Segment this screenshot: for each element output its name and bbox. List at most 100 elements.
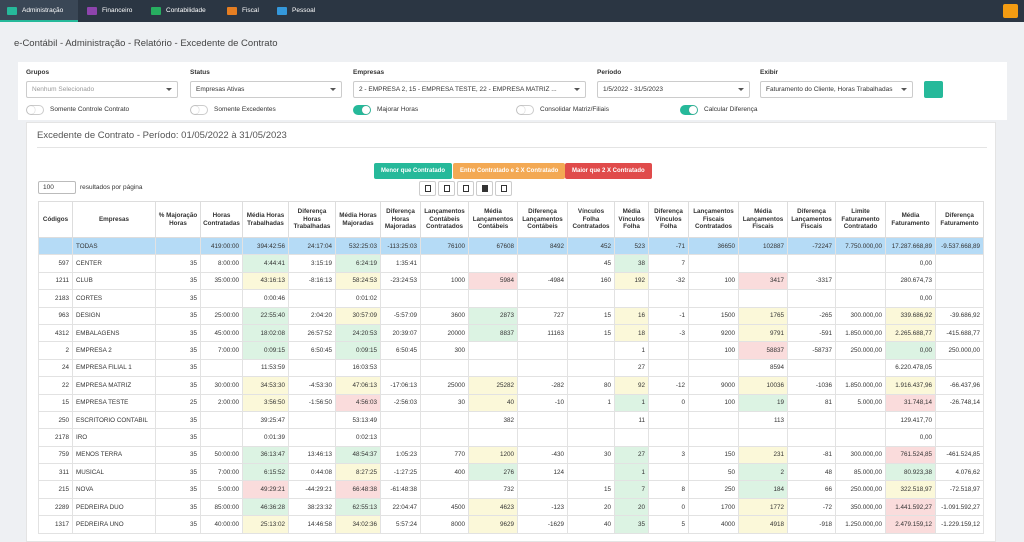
table-cell xyxy=(648,428,689,447)
column-header[interactable]: Média Faturamento xyxy=(885,201,936,238)
table-row[interactable]: 2289 PEDREIRA DUO 35 85:00:00 46:36:28 38:23:… xyxy=(38,497,984,517)
pdf-button[interactable] xyxy=(476,181,493,196)
table-row[interactable]: 250 ESCRITORIO CONTABIL 35 39:25:47 53:13:49… xyxy=(38,410,984,430)
toggle-switch[interactable] xyxy=(516,105,534,115)
table-cell: 30 xyxy=(567,445,615,465)
table-cell: -9.537.668,89 xyxy=(935,236,984,256)
table-cell: EMPRESA MATRIZ xyxy=(72,376,156,395)
table-cell: 13:46:13 xyxy=(288,445,336,465)
table-row[interactable]: 2178 IRO 35 0:01:39 0:02:13 0,00 xyxy=(38,428,984,447)
table-row[interactable]: 1317 PEDREIRA UNO 35 40:00:00 25:13:02 14:46:… xyxy=(38,515,984,534)
column-header[interactable]: Média Lançamentos Fiscais xyxy=(738,201,788,238)
table-row[interactable]: 15 EMPRESA TESTE 25 2:00:00 3:56:50 -1:56:50 4… xyxy=(38,393,984,412)
table-cell xyxy=(517,254,568,273)
top-nav: Administração Financeiro Contabilidade Fisc… xyxy=(0,0,1024,22)
column-header[interactable]: Lançamentos Contábeis Contratados xyxy=(420,201,469,238)
toggle-switch[interactable] xyxy=(353,105,371,115)
table-cell: 25282 xyxy=(468,376,518,395)
table-cell: 150 xyxy=(688,445,739,465)
page-size-select[interactable]: 100 xyxy=(38,181,76,194)
print-button[interactable] xyxy=(495,181,512,196)
nav-tab[interactable]: Contabilidade xyxy=(144,0,218,22)
notification-button[interactable] xyxy=(1003,4,1018,18)
nav-tab[interactable]: Fiscal xyxy=(220,0,268,22)
nav-tab[interactable]: Administração xyxy=(0,0,78,22)
table-cell xyxy=(648,410,689,430)
table-cell xyxy=(200,358,243,378)
toggle[interactable]: Somente Controle Contrato xyxy=(26,105,129,115)
table-cell: 58837 xyxy=(738,341,788,360)
filter-select[interactable]: Empresas Ativas xyxy=(190,81,342,98)
table-cell: -430 xyxy=(517,445,568,465)
table-cell xyxy=(738,289,788,308)
column-header[interactable]: Média Horas Majoradas xyxy=(335,201,381,238)
table-cell: 80.923,38 xyxy=(885,463,936,482)
column-header[interactable]: Limite Faturamento Contratado xyxy=(835,201,886,238)
table-cell xyxy=(935,428,984,447)
copy-button[interactable] xyxy=(438,181,455,196)
table-cell: 40 xyxy=(468,393,518,412)
table-row[interactable]: 1211 CLUB 35 35:00:00 43:16:13 -8:16:13 58:24:… xyxy=(38,271,984,291)
table-cell: 16:03:53 xyxy=(335,358,381,378)
search-button[interactable] xyxy=(924,81,943,98)
column-header[interactable]: Códigos xyxy=(38,201,73,238)
table-cell: 8837 xyxy=(468,323,518,343)
column-header[interactable]: Média Vínculos Folha xyxy=(614,201,649,238)
table-row[interactable]: 597 CENTER 35 8:00:00 4:44:41 3:15:19 6:24:19 1… xyxy=(38,254,984,273)
table-row[interactable]: 22 EMPRESA MATRIZ 35 30:00:00 34:53:30 -4:53:… xyxy=(38,376,984,395)
table-row[interactable]: 24 EMPRESA FILIAL 1 35 11:53:59 16:03:53 27 85… xyxy=(38,358,984,378)
filter-select[interactable]: Faturamento do Cliente, Horas Trabalhada… xyxy=(760,81,913,98)
column-header[interactable]: Diferença Lançamentos Fiscais xyxy=(787,201,836,238)
column-header[interactable]: Vínculos Folha Contratados xyxy=(567,201,615,238)
table-cell: 18:02:08 xyxy=(242,323,289,343)
toggle-switch[interactable] xyxy=(680,105,698,115)
table-cell xyxy=(567,463,615,482)
column-header[interactable]: Diferença Horas Majoradas xyxy=(380,201,421,238)
table-cell: 49:29:21 xyxy=(242,480,289,499)
excel-button[interactable] xyxy=(457,181,474,196)
column-header[interactable]: Lançamentos Fiscais Contratados xyxy=(688,201,739,238)
table-row[interactable]: TODAS 419:00:00 394:42:56 24:17:04 532:25:03… xyxy=(38,236,984,256)
toggle-switch[interactable] xyxy=(190,105,208,115)
nav-tab[interactable]: Pessoal xyxy=(270,0,326,22)
filter-select[interactable]: 1/5/2022 - 31/5/2023 xyxy=(597,81,750,98)
table-cell: 80 xyxy=(567,376,615,395)
table-row[interactable]: 311 MUSICAL 35 7:00:00 6:15:52 0:44:08 8:27:25… xyxy=(38,463,984,482)
toggle[interactable]: Calcular Diferença xyxy=(680,105,757,115)
column-header[interactable]: % Majoração Horas xyxy=(155,201,201,238)
toggle[interactable]: Somente Excedentes xyxy=(190,105,276,115)
column-header[interactable]: Diferença Faturamento xyxy=(935,201,984,238)
table-row[interactable]: 759 MENOS TERRA 35 50:00:00 36:13:47 13:46:13… xyxy=(38,445,984,465)
nav-tab[interactable]: Financeiro xyxy=(80,0,142,22)
table-row[interactable]: 4312 EMBALAGENS 35 45:00:00 18:02:08 26:57:52… xyxy=(38,323,984,343)
table-cell xyxy=(38,236,73,256)
table-row[interactable]: 215 NOVA 35 5:00:00 49:29:21 -44:29:21 66:48:3… xyxy=(38,480,984,499)
column-header[interactable]: Diferença Lançamentos Contábeis xyxy=(517,201,568,238)
table-cell: 322.518,97 xyxy=(885,480,936,499)
table-cell: 9200 xyxy=(688,323,739,343)
table-row[interactable]: 963 DESIGN 35 25:00:00 22:55:40 2:04:20 30:57:… xyxy=(38,306,984,325)
table-cell xyxy=(420,254,469,273)
toggle-switch[interactable] xyxy=(26,105,44,115)
column-header[interactable]: Diferença Horas Trabalhadas xyxy=(288,201,336,238)
toggle[interactable]: Consolidar Matriz/Filiais xyxy=(516,105,609,115)
column-header[interactable]: Média Lançamentos Contábeis xyxy=(468,201,518,238)
table-row[interactable]: 2183 CORTES 35 0:00:46 0:01:02 0,00 xyxy=(38,289,984,308)
column-header[interactable]: Diferença Vínculos Folha xyxy=(648,201,689,238)
table-cell: 67608 xyxy=(468,236,518,256)
table-cell: -10 xyxy=(517,393,568,412)
legend-badge: Maior que 2 X Contratado xyxy=(565,163,652,179)
column-header[interactable]: Horas Contratadas xyxy=(200,201,243,238)
filter-select[interactable]: 2 - EMPRESA 2, 15 - EMPRESA TESTE, 22 - … xyxy=(353,81,586,98)
table-cell: -5:57:09 xyxy=(380,306,421,325)
table-row[interactable]: 2 EMPRESA 2 35 7:00:00 0:09:15 6:50:45 0:09:15… xyxy=(38,341,984,360)
column-header[interactable]: Média Horas Trabalhadas xyxy=(242,201,289,238)
column-header[interactable]: Empresas xyxy=(72,201,156,238)
legend-badge: Entre Contratado e 2 X Contratado xyxy=(453,163,566,179)
filter-select[interactable]: Nenhum Selecionado xyxy=(26,81,178,98)
table-cell: -113:25:03 xyxy=(380,236,421,256)
columns-button[interactable] xyxy=(419,181,436,196)
toggle[interactable]: Majorar Horas xyxy=(353,105,418,115)
table-cell: 66:48:38 xyxy=(335,480,381,499)
table-cell: 1 xyxy=(614,393,649,412)
